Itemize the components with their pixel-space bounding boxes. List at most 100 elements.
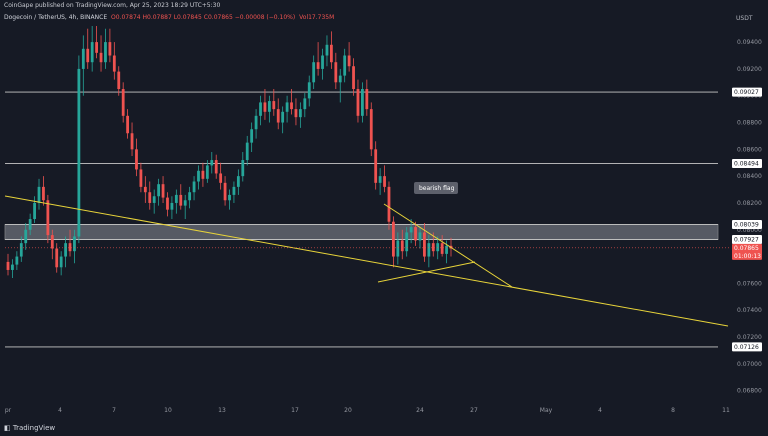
volume-value: Vol17.735M xyxy=(299,14,335,21)
x-tick-label: 4 xyxy=(58,407,62,414)
candle-body xyxy=(294,109,298,118)
tradingview-logo[interactable]: ◧ TradingView xyxy=(4,424,55,432)
candle-body xyxy=(6,261,10,270)
candle-body xyxy=(307,82,311,99)
candle-body xyxy=(236,176,240,187)
candle-body xyxy=(312,62,316,83)
candle-body xyxy=(418,232,422,241)
candle-body xyxy=(276,109,280,123)
candle-body xyxy=(28,219,32,230)
candle-body xyxy=(192,181,196,193)
candle-body xyxy=(267,101,271,112)
price-level-label: 0.09027 xyxy=(734,89,759,96)
candle-body xyxy=(46,200,50,236)
candle-body xyxy=(174,194,178,203)
candle-body xyxy=(241,160,245,177)
candle-body xyxy=(361,89,364,116)
tradingview-logo-text: TradingView xyxy=(12,424,56,432)
candle-body xyxy=(356,89,360,116)
candle-body xyxy=(11,264,14,270)
candle-body xyxy=(121,89,125,116)
candle-body xyxy=(117,71,121,90)
candle-body xyxy=(374,149,378,183)
annotation-text: bearish flag xyxy=(419,185,455,192)
candle-body xyxy=(24,229,28,244)
candle-body xyxy=(272,101,276,110)
candle-body xyxy=(37,186,41,203)
price-level-label: 0.07927 xyxy=(734,237,759,244)
candle-body xyxy=(77,68,81,237)
symbol-name[interactable]: Dogecoin / TetherUS, 4h, BINANCE xyxy=(4,14,108,21)
y-tick-label: 0.09200 xyxy=(737,66,762,73)
candle-body xyxy=(183,200,187,206)
candle-body xyxy=(409,227,413,233)
candle-body xyxy=(15,256,19,265)
candle-body xyxy=(148,192,152,203)
candle-body xyxy=(325,44,329,56)
candle-body xyxy=(104,42,107,63)
candle-body xyxy=(414,227,417,241)
candle-body xyxy=(392,221,395,257)
x-tick-label: 4 xyxy=(598,407,602,414)
x-tick-label: 27 xyxy=(470,407,478,414)
candle-body xyxy=(170,202,174,210)
y-tick-label: 0.07000 xyxy=(737,361,762,368)
symbol-line: Dogecoin / TetherUS, 4h, BINANCE O0.0787… xyxy=(4,14,334,21)
candle-body xyxy=(427,243,431,257)
candle-body xyxy=(263,102,267,112)
supply-zone xyxy=(4,224,719,240)
candle-body xyxy=(86,48,90,63)
candle-body xyxy=(201,170,205,179)
annotation-box xyxy=(414,182,458,194)
y-tick-label: 0.07600 xyxy=(737,280,762,287)
x-tick-label: May xyxy=(540,407,553,414)
x-tick-label: 17 xyxy=(291,407,299,414)
candle-body xyxy=(152,196,156,203)
y-tick-label: 0.08800 xyxy=(737,120,762,127)
candle-body xyxy=(197,170,200,182)
candle-body xyxy=(445,245,448,254)
candle-body xyxy=(219,173,223,183)
tradingview-logo-icon: ◧ xyxy=(4,424,11,432)
y-tick-label: 0.09400 xyxy=(737,39,762,46)
candle-body xyxy=(347,55,351,67)
candle-body xyxy=(245,142,249,161)
candle-body xyxy=(73,236,76,252)
candle-body xyxy=(55,248,59,268)
candle-body xyxy=(285,102,289,112)
publisher-line: CoinGape published on TradingView.com, A… xyxy=(4,2,221,9)
currency-label: USDT xyxy=(736,15,753,22)
x-tick-label: 13 xyxy=(218,407,226,414)
candle-body xyxy=(214,160,218,174)
candle-body xyxy=(436,243,440,252)
x-tick-label: pr xyxy=(5,407,12,414)
candle-body xyxy=(42,186,45,201)
ohlc-values: O0.07874 H0.07887 L0.07845 C0.07865 −0.0… xyxy=(111,14,296,21)
candle-body xyxy=(112,55,116,72)
candle-body xyxy=(59,256,63,268)
price-level-box xyxy=(732,342,762,352)
candle-body xyxy=(387,186,391,222)
candle-body xyxy=(19,243,23,257)
candle-body xyxy=(157,184,161,197)
candle-body xyxy=(223,182,227,201)
candle-body xyxy=(329,44,333,63)
candle-body xyxy=(90,42,94,63)
x-tick-label: 10 xyxy=(164,407,172,414)
candle-body xyxy=(352,66,355,90)
flag-lower-line xyxy=(377,261,476,283)
price-level-box xyxy=(732,235,762,245)
x-tick-label: 8 xyxy=(671,407,675,414)
candle-body xyxy=(365,89,369,110)
candle-body xyxy=(321,55,324,69)
price-axis-panel xyxy=(730,0,768,436)
candle-body xyxy=(281,111,285,123)
candle-body xyxy=(423,232,426,257)
x-tick-label: 7 xyxy=(112,407,116,414)
y-tick-label: 0.06800 xyxy=(737,388,762,395)
candle-body xyxy=(383,176,386,187)
price-level-label: 0.07126 xyxy=(734,344,759,351)
candle-body xyxy=(139,169,143,187)
price-level-box xyxy=(732,220,762,230)
